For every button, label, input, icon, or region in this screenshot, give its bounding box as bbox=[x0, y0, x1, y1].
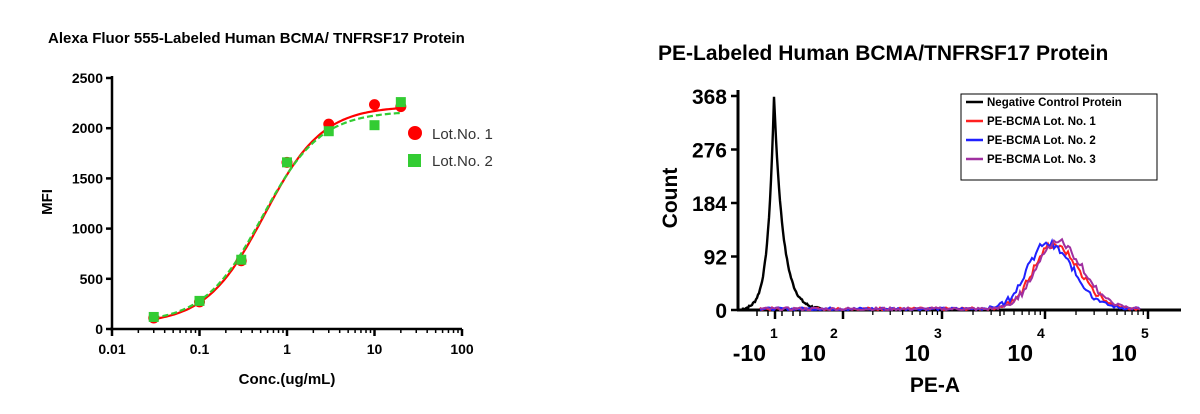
y-tick-label: 0 bbox=[715, 300, 727, 323]
x-tick-base: -10 bbox=[733, 340, 766, 366]
chart-mfi-x-label: Conc.(ug/mL) bbox=[239, 371, 336, 388]
x-tick-exponent: 3 bbox=[934, 325, 942, 341]
y-tick-label: 276 bbox=[692, 140, 727, 163]
legend-label: PE-BCMA Lot. No. 2 bbox=[987, 135, 1096, 147]
chart-count-legend: Negative Control Protein PE-BCMA Lot. No.… bbox=[960, 93, 1158, 181]
legend-marker-lot-1 bbox=[408, 126, 422, 140]
x-tick-label: 10 bbox=[367, 341, 383, 357]
x-tick-base: 10 bbox=[904, 340, 930, 366]
y-tick-label: 500 bbox=[80, 271, 104, 287]
legend-box bbox=[960, 93, 1158, 181]
chart-count: PE-Labeled Human BCMA/TNFRSF17 Protein 0… bbox=[658, 42, 1181, 397]
x-tick-exponent: 5 bbox=[1141, 325, 1149, 341]
x-tick-base: 10 bbox=[1007, 340, 1033, 366]
legend-label-lot-2: Lot.No. 2 bbox=[432, 153, 493, 170]
data-point bbox=[369, 99, 380, 111]
fit-curve-1 bbox=[153, 107, 401, 321]
histogram-1 bbox=[741, 96, 831, 312]
y-tick-label: 2500 bbox=[72, 70, 103, 86]
data-point bbox=[282, 157, 292, 168]
y-tick-label: 368 bbox=[692, 86, 727, 109]
x-tick-label: 0.1 bbox=[190, 341, 210, 357]
y-tick-label: 92 bbox=[704, 247, 727, 270]
histogram-2 bbox=[759, 241, 1141, 312]
y-tick-label: 1000 bbox=[72, 221, 103, 237]
x-tick-label: 1 bbox=[283, 341, 291, 357]
data-point bbox=[395, 97, 406, 108]
fit-curve-2 bbox=[153, 111, 401, 319]
chart-count-y-ticks: 0 92 184 276 368 bbox=[692, 86, 738, 323]
chart-count-y-label: Count bbox=[659, 168, 682, 229]
y-tick-label: 2000 bbox=[72, 120, 103, 136]
histogram-3 bbox=[759, 237, 1141, 312]
x-tick-exponent: 1 bbox=[770, 325, 778, 341]
chart-mfi-y-ticks: 0 500 1000 1500 2000 2500 bbox=[72, 70, 112, 337]
histogram-4 bbox=[759, 237, 1141, 312]
chart-mfi-title: Alexa Fluor 555-Labeled Human BCMA/ TNFR… bbox=[48, 30, 465, 47]
y-tick-label: 0 bbox=[95, 321, 103, 337]
chart-mfi: Alexa Fluor 555-Labeled Human BCMA/ TNFR… bbox=[39, 30, 493, 388]
chart-mfi-y-label: MFI bbox=[39, 189, 56, 215]
legend-label: PE-BCMA Lot. No. 1 bbox=[987, 116, 1096, 128]
legend-label: Negative Control Protein bbox=[987, 97, 1122, 109]
x-tick-label: 100 bbox=[450, 341, 474, 357]
data-point bbox=[323, 126, 334, 137]
data-point bbox=[236, 254, 247, 265]
chart-mfi-fit-curves bbox=[153, 107, 401, 321]
chart-count-title: PE-Labeled Human BCMA/TNFRSF17 Protein bbox=[658, 42, 1108, 65]
legend-marker-lot-2 bbox=[408, 154, 421, 167]
y-tick-label: 1500 bbox=[72, 170, 103, 186]
x-tick-exponent: 2 bbox=[830, 325, 838, 341]
data-point bbox=[369, 120, 380, 131]
y-tick-label: 184 bbox=[692, 193, 727, 216]
chart-count-histograms bbox=[741, 96, 1141, 312]
legend-label: PE-BCMA Lot. No. 3 bbox=[987, 154, 1096, 166]
chart-mfi-legend: Lot.No. 1 Lot.No. 2 bbox=[408, 126, 493, 170]
x-tick-exponent: 4 bbox=[1037, 325, 1045, 341]
chart-count-x-label: PE-A bbox=[910, 374, 960, 397]
legend-label-lot-1: Lot.No. 1 bbox=[432, 126, 493, 143]
x-tick-base: 10 bbox=[800, 340, 826, 366]
x-tick-label: 0.01 bbox=[98, 341, 125, 357]
chart-mfi-axes bbox=[110, 76, 462, 331]
x-tick-base: 10 bbox=[1111, 340, 1137, 366]
data-point bbox=[194, 295, 205, 306]
chart-mfi-points bbox=[148, 97, 407, 324]
data-point bbox=[148, 311, 159, 322]
chart-mfi-x-ticks: 0.01 0.1 1 10 100 bbox=[98, 329, 474, 357]
